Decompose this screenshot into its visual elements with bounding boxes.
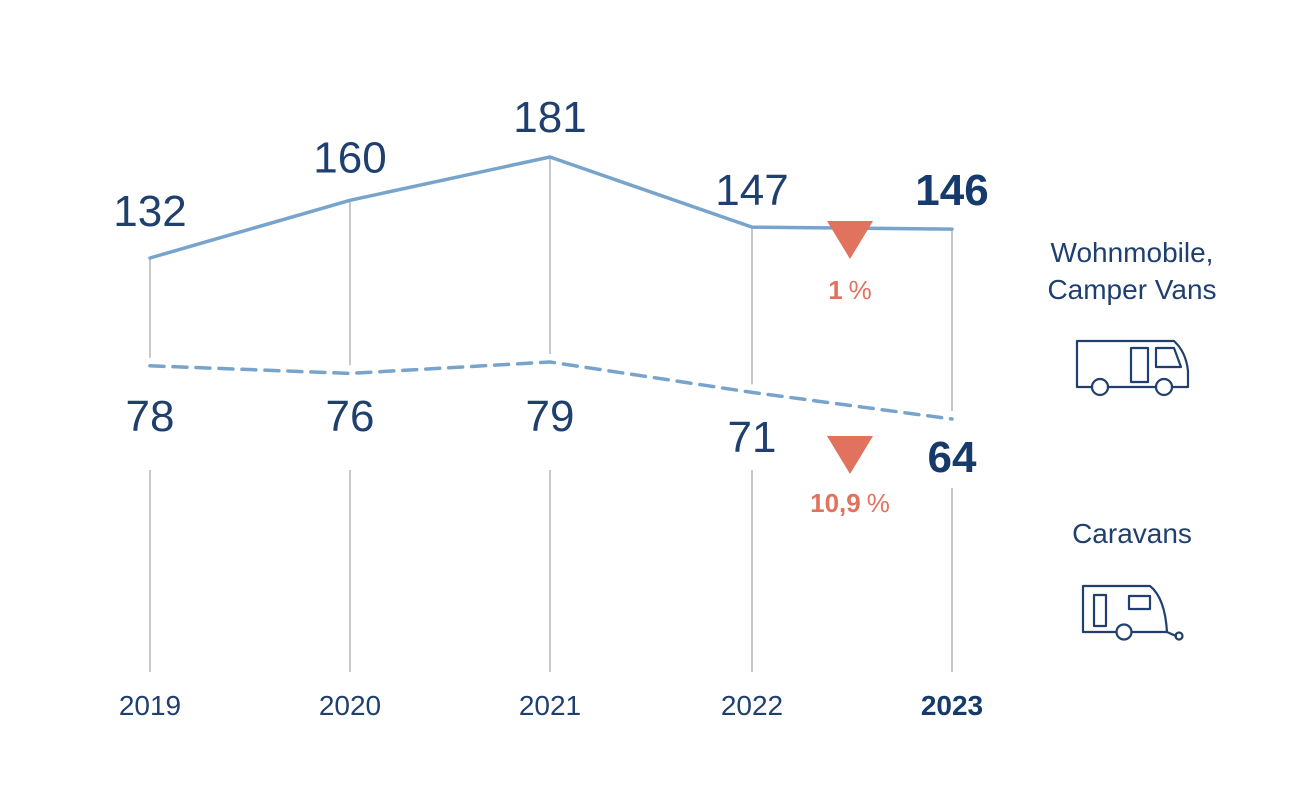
- x-axis-tick-labels: 2019 2020 2021 2022 2023: [119, 690, 983, 721]
- x-tick-label-2019: 2019: [119, 690, 181, 721]
- value-labels: 132 160 181 147 146 78 76 79 71 64: [113, 93, 988, 482]
- caravan-change-label: 10,9%: [810, 488, 890, 518]
- caravan-value-label-2020: 76: [326, 392, 375, 441]
- motorhome-icon: [1075, 339, 1190, 397]
- caravan-value-label-2021: 79: [526, 392, 575, 441]
- series-line-caravans: [148, 360, 954, 421]
- motorhome-value-label-2021: 181: [513, 93, 586, 142]
- motorhome-value-label-2022: 147: [715, 166, 788, 215]
- legend-caravan-label: Caravans: [1072, 518, 1192, 549]
- motorhome-change-indicator: 1%: [827, 221, 873, 305]
- motorhome-value-label-2019: 132: [113, 187, 186, 236]
- decrease-triangle-icon: [827, 221, 873, 259]
- caravan-change-indicator: 10,9%: [810, 436, 890, 518]
- x-tick-label-2023: 2023: [921, 690, 983, 721]
- motorhome-change-label: 1%: [828, 275, 872, 305]
- decrease-triangle-icon: [827, 436, 873, 474]
- gridlines: [149, 157, 953, 672]
- legend-motorhome-label-line1: Wohnmobile,: [1051, 237, 1214, 268]
- motorhome-value-label-2020: 160: [313, 133, 386, 182]
- x-tick-label-2020: 2020: [319, 690, 381, 721]
- x-tick-label-2021: 2021: [519, 690, 581, 721]
- series-lines: [148, 155, 954, 421]
- legend-motorhome: Wohnmobile, Camper Vans: [1047, 237, 1217, 397]
- series-line-motorhomes: [148, 155, 954, 260]
- motorhome-value-label-2023: 146: [915, 166, 988, 215]
- legend-caravan: Caravans: [1072, 518, 1192, 641]
- caravan-icon: [1081, 584, 1184, 641]
- caravan-value-label-2019: 78: [126, 392, 175, 441]
- caravan-value-label-2023: 64: [928, 433, 977, 482]
- legend-motorhome-label-line2: Camper Vans: [1047, 274, 1216, 305]
- x-tick-label-2022: 2022: [721, 690, 783, 721]
- caravan-value-label-2022: 71: [728, 413, 777, 462]
